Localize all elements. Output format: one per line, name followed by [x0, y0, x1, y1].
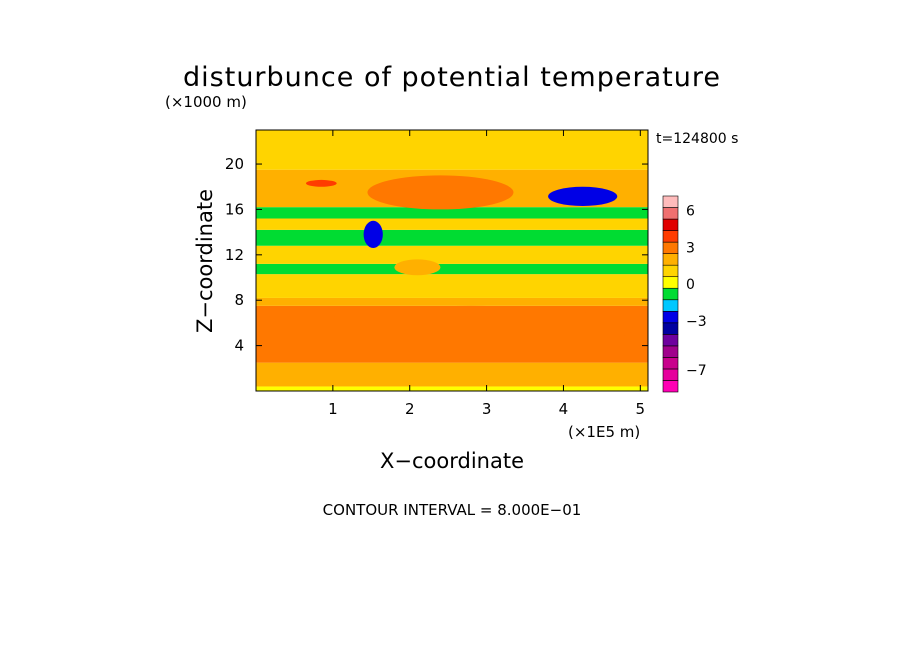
colorbar-tick-label: 0	[686, 277, 695, 293]
plot-frame	[255, 129, 649, 392]
field-band-3	[256, 297, 648, 306]
field-feature-2	[305, 179, 337, 187]
x-axis: 1 2 3 4 5	[328, 130, 645, 418]
colorbar-swatch-12	[662, 241, 679, 254]
colorbar-tick-label: −7	[686, 363, 707, 379]
field-feature-3	[548, 186, 618, 207]
colorbar-swatch-13	[662, 230, 679, 243]
x-tick-label: 1	[328, 400, 338, 418]
y-unit-label: (×1000 m)	[165, 93, 247, 111]
colorbar-swatch-8	[662, 287, 679, 301]
colorbar-swatch-1	[662, 368, 679, 381]
x-tick-label: 5	[636, 400, 646, 418]
field-band-11	[256, 130, 648, 170]
y-tick-label: 12	[225, 246, 244, 264]
y-tick-label: 16	[225, 200, 244, 218]
field-band-4	[256, 274, 648, 298]
colorbar-swatch-10	[662, 264, 679, 278]
y-tick-label: 8	[234, 291, 244, 309]
colorbar-swatch-3	[662, 345, 679, 358]
field-feature-0	[309, 305, 633, 352]
colorbar-swatch-0	[662, 380, 679, 393]
field-feature-4	[363, 220, 383, 249]
colorbar-tick-label: 3	[686, 240, 695, 256]
colorbar-swatch-6	[662, 310, 679, 324]
contour-interval-label: CONTOUR INTERVAL = 8.000E−01	[323, 501, 582, 519]
colorbar-swatch-14	[662, 218, 679, 231]
colorbar-swatch-16	[662, 195, 679, 208]
colorbar-swatch-2	[662, 357, 679, 370]
y-axis-label: Z−coordinate	[193, 189, 217, 333]
field-feature-1	[367, 175, 514, 210]
x-tick-label: 3	[482, 400, 492, 418]
chart-title: disturbunce of potential temperature	[183, 62, 721, 93]
x-tick-label: 4	[559, 400, 569, 418]
colorbar-swatch-5	[662, 322, 679, 335]
colorbar-swatch-4	[662, 334, 679, 347]
field-band-1	[256, 362, 648, 387]
x-unit-label: (×1E5 m)	[568, 423, 640, 441]
field-band-6	[256, 245, 648, 264]
colorbar-tick-label: 6	[686, 204, 695, 220]
y-axis: 4 8 12 16 20	[225, 155, 648, 355]
y-tick-label: 4	[234, 337, 244, 355]
colorbar-swatch-15	[662, 207, 679, 220]
plot-area	[256, 130, 648, 391]
x-axis-label: X−coordinate	[380, 449, 524, 473]
colorbar: 6 3 0 −3 −7	[662, 195, 707, 393]
field-band-7	[256, 229, 648, 246]
field-band-0	[256, 386, 648, 391]
field-band-5	[256, 263, 648, 275]
field-feature-5	[394, 259, 441, 276]
field-band-9	[256, 207, 648, 219]
y-tick-label: 20	[225, 155, 244, 173]
colorbar-swatch-7	[662, 299, 679, 312]
colorbar-swatch-9	[662, 276, 679, 289]
field-band-8	[256, 218, 648, 230]
colorbar-tick-label: −3	[686, 314, 707, 330]
x-tick-label: 2	[405, 400, 415, 418]
colorbar-swatch-11	[662, 253, 679, 266]
time-label: t=124800 s	[656, 131, 738, 147]
